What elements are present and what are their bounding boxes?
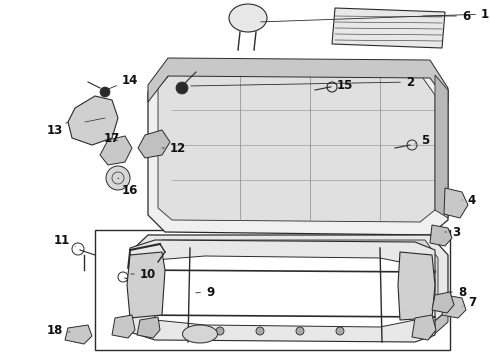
Polygon shape <box>398 252 435 320</box>
Polygon shape <box>130 235 448 325</box>
Polygon shape <box>100 136 132 165</box>
Polygon shape <box>127 252 165 318</box>
Circle shape <box>216 327 224 335</box>
Polygon shape <box>68 96 118 145</box>
Polygon shape <box>155 256 415 327</box>
Circle shape <box>106 166 130 190</box>
Polygon shape <box>432 292 454 313</box>
Polygon shape <box>130 308 448 338</box>
Text: 9: 9 <box>196 285 214 298</box>
Text: 15: 15 <box>330 78 353 91</box>
Text: 13: 13 <box>47 122 68 136</box>
Circle shape <box>100 87 110 97</box>
Polygon shape <box>65 325 92 344</box>
Circle shape <box>336 327 344 335</box>
Text: 14: 14 <box>109 73 138 89</box>
Text: 10: 10 <box>131 267 156 280</box>
Text: 4: 4 <box>462 194 476 207</box>
Polygon shape <box>148 60 448 235</box>
Polygon shape <box>148 58 448 102</box>
Polygon shape <box>130 240 435 342</box>
Polygon shape <box>442 295 466 318</box>
Text: 6: 6 <box>423 9 470 23</box>
Polygon shape <box>158 72 435 222</box>
Circle shape <box>176 82 188 94</box>
Text: 3: 3 <box>445 225 460 239</box>
Text: 11: 11 <box>54 234 75 247</box>
Text: 12: 12 <box>162 141 186 154</box>
Polygon shape <box>435 75 448 218</box>
Circle shape <box>256 327 264 335</box>
Polygon shape <box>112 315 135 338</box>
Bar <box>95 230 450 350</box>
Polygon shape <box>332 8 445 48</box>
Text: 5: 5 <box>415 134 429 147</box>
Polygon shape <box>138 130 170 158</box>
Text: 16: 16 <box>118 178 138 197</box>
Text: 17: 17 <box>104 131 120 144</box>
Text: 1: 1 <box>261 8 489 22</box>
Text: 8: 8 <box>450 285 466 298</box>
Text: 18: 18 <box>47 324 70 337</box>
Ellipse shape <box>182 325 218 343</box>
Text: 7: 7 <box>463 296 476 309</box>
Polygon shape <box>430 225 452 246</box>
Polygon shape <box>444 188 468 218</box>
Polygon shape <box>148 240 438 318</box>
Text: 2: 2 <box>191 76 414 89</box>
Polygon shape <box>412 315 436 340</box>
Ellipse shape <box>229 4 267 32</box>
Polygon shape <box>137 317 160 338</box>
Circle shape <box>296 327 304 335</box>
